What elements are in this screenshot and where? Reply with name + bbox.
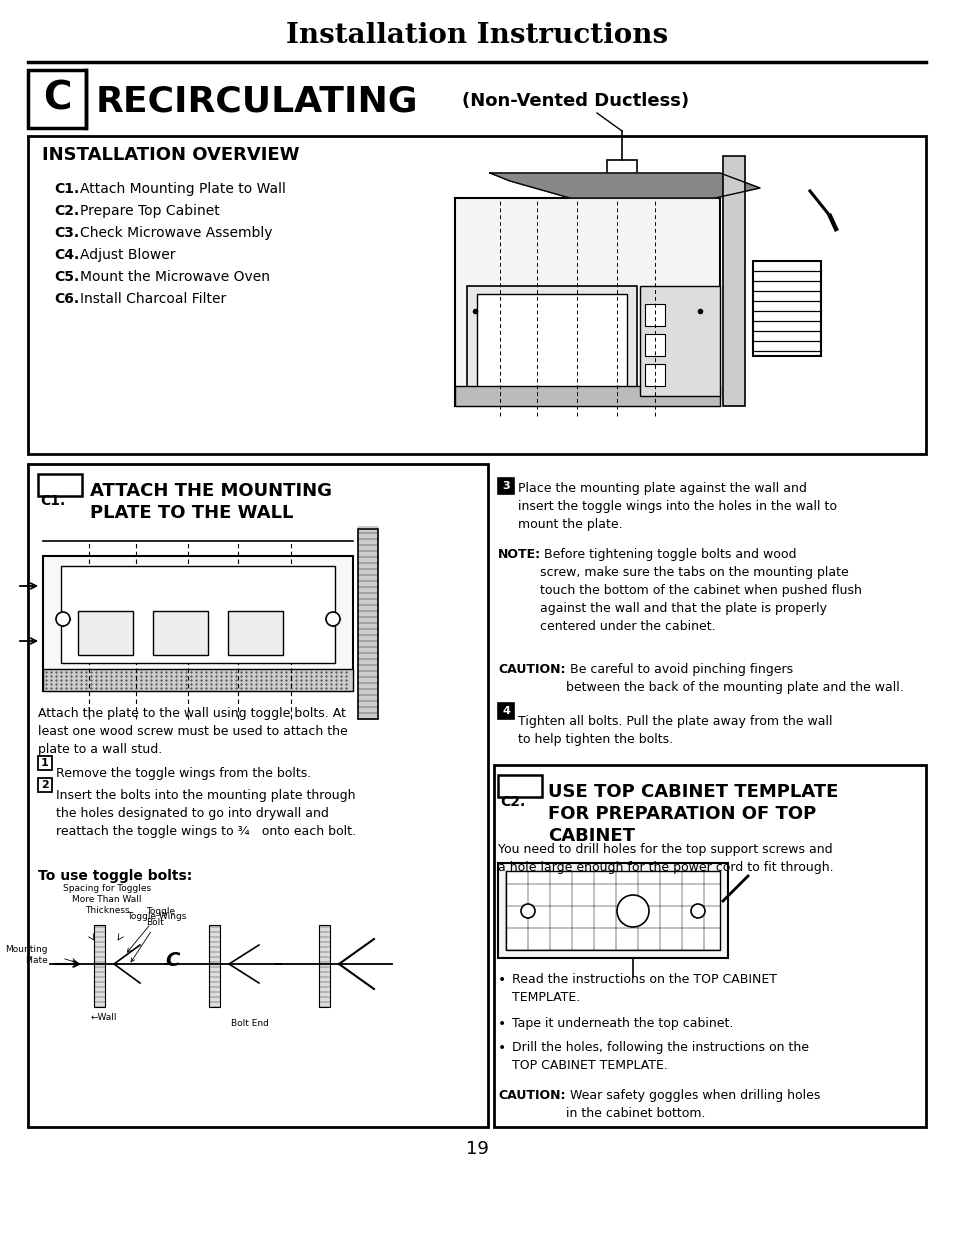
Text: Toggle Wings: Toggle Wings <box>127 911 186 952</box>
Text: Attach the plate to the wall using toggle bolts. At
least one wood screw must be: Attach the plate to the wall using toggl… <box>38 706 348 756</box>
Ellipse shape <box>618 163 625 173</box>
Text: •: • <box>497 1041 506 1055</box>
Text: Installation Instructions: Installation Instructions <box>286 22 667 49</box>
Text: C2.: C2. <box>499 795 525 809</box>
Text: USE TOP CABINET TEMPLATE
FOR PREPARATION OF TOP
CABINET: USE TOP CABINET TEMPLATE FOR PREPARATION… <box>547 783 838 846</box>
Bar <box>497 703 514 719</box>
Text: 3: 3 <box>501 480 509 492</box>
Text: You need to drill holes for the top support screws and
a hole large enough for t: You need to drill holes for the top supp… <box>497 844 833 874</box>
Text: Place the mounting plate against the wall and
insert the toggle wings into the h: Place the mounting plate against the wal… <box>517 482 836 531</box>
Text: NOTE:: NOTE: <box>497 548 540 561</box>
Bar <box>644 364 664 387</box>
Text: INSTALLATION OVERVIEW: INSTALLATION OVERVIEW <box>42 146 299 164</box>
Text: RECIRCULATING: RECIRCULATING <box>96 84 418 119</box>
Text: C: C <box>43 80 71 119</box>
Text: CAUTION:: CAUTION: <box>497 663 565 676</box>
Bar <box>38 778 52 792</box>
Text: C2.: C2. <box>54 204 79 219</box>
Text: Bolt End: Bolt End <box>231 1019 269 1028</box>
Bar <box>455 198 720 406</box>
Text: Check Microwave Assembly: Check Microwave Assembly <box>80 226 273 240</box>
Bar <box>152 611 208 655</box>
Bar <box>357 529 377 719</box>
Text: 1: 1 <box>41 758 49 768</box>
Bar <box>752 261 821 356</box>
Bar <box>639 287 720 396</box>
Text: Wear safety goggles when drilling holes
in the cabinet bottom.: Wear safety goggles when drilling holes … <box>565 1089 820 1120</box>
Text: To use toggle bolts:: To use toggle bolts: <box>38 869 193 883</box>
Bar <box>28 70 86 128</box>
Text: Tape it underneath the top cabinet.: Tape it underneath the top cabinet. <box>512 1016 733 1030</box>
Text: Spacing for Toggles
More Than Wall
Thickness: Spacing for Toggles More Than Wall Thick… <box>63 884 151 915</box>
Text: Before tightening toggle bolts and wood
screw, make sure the tabs on the mountin: Before tightening toggle bolts and wood … <box>539 548 861 634</box>
Text: C1.: C1. <box>40 494 65 508</box>
Bar <box>43 556 353 692</box>
Bar <box>28 464 488 1128</box>
Circle shape <box>690 904 704 918</box>
Text: Mount the Microwave Oven: Mount the Microwave Oven <box>80 270 270 284</box>
Bar <box>228 611 283 655</box>
Ellipse shape <box>618 175 625 186</box>
Bar <box>606 161 637 196</box>
Text: 19: 19 <box>465 1140 488 1158</box>
Text: C6.: C6. <box>54 291 79 306</box>
Text: •: • <box>497 1016 506 1031</box>
Bar <box>209 925 220 1007</box>
Circle shape <box>56 613 70 626</box>
Bar <box>644 333 664 356</box>
Bar <box>497 863 727 958</box>
Bar <box>28 136 925 454</box>
Text: C1.: C1. <box>54 182 79 196</box>
Text: Attach Mounting Plate to Wall: Attach Mounting Plate to Wall <box>80 182 286 196</box>
Text: C5.: C5. <box>54 270 79 284</box>
Circle shape <box>617 895 648 927</box>
Bar <box>38 474 82 496</box>
Bar <box>455 387 720 406</box>
Circle shape <box>520 904 535 918</box>
Text: C: C <box>165 951 179 971</box>
Text: Drill the holes, following the instructions on the
TOP CABINET TEMPLATE.: Drill the holes, following the instructi… <box>512 1041 808 1072</box>
Text: Be careful to avoid pinching fingers
between the back of the mounting plate and : Be careful to avoid pinching fingers bet… <box>565 663 902 694</box>
Text: 4: 4 <box>501 706 510 716</box>
Bar <box>644 304 664 326</box>
Bar <box>722 156 744 406</box>
Text: Prepare Top Cabinet: Prepare Top Cabinet <box>80 204 219 219</box>
Bar <box>61 566 335 663</box>
Bar <box>43 669 353 692</box>
Polygon shape <box>43 541 353 556</box>
Bar <box>497 776 541 797</box>
Bar <box>78 611 132 655</box>
Bar <box>318 925 330 1007</box>
Text: Adjust Blower: Adjust Blower <box>80 248 175 262</box>
Text: ATTACH THE MOUNTING
PLATE TO THE WALL: ATTACH THE MOUNTING PLATE TO THE WALL <box>90 482 332 522</box>
Text: Remove the toggle wings from the bolts.: Remove the toggle wings from the bolts. <box>56 767 311 781</box>
Polygon shape <box>490 173 760 198</box>
Circle shape <box>326 613 339 626</box>
Bar <box>38 756 52 769</box>
Bar <box>497 478 514 494</box>
Text: Toggle
Bolt: Toggle Bolt <box>131 906 175 962</box>
Bar <box>494 764 925 1128</box>
Text: •: • <box>497 973 506 987</box>
Text: C4.: C4. <box>54 248 79 262</box>
Text: 2: 2 <box>41 781 49 790</box>
Ellipse shape <box>85 956 95 972</box>
Text: Mounting
Plate: Mounting Plate <box>6 945 48 965</box>
Bar <box>467 287 637 396</box>
Bar <box>94 925 105 1007</box>
Bar <box>505 871 720 950</box>
Text: (Non-Vented Ductless): (Non-Vented Ductless) <box>461 91 688 110</box>
Text: CAUTION:: CAUTION: <box>497 1089 565 1102</box>
Text: Tighten all bolts. Pull the plate away from the wall
to help tighten the bolts.: Tighten all bolts. Pull the plate away f… <box>517 715 832 746</box>
Text: Insert the bolts into the mounting plate through
the holes designated to go into: Insert the bolts into the mounting plate… <box>56 789 355 839</box>
Bar <box>476 294 626 388</box>
Ellipse shape <box>310 956 319 972</box>
Text: Install Charcoal Filter: Install Charcoal Filter <box>80 291 226 306</box>
Text: C3.: C3. <box>54 226 79 240</box>
Ellipse shape <box>200 956 210 972</box>
Text: Read the instructions on the TOP CABINET
TEMPLATE.: Read the instructions on the TOP CABINET… <box>512 973 776 1004</box>
Text: ←Wall: ←Wall <box>91 1013 117 1023</box>
